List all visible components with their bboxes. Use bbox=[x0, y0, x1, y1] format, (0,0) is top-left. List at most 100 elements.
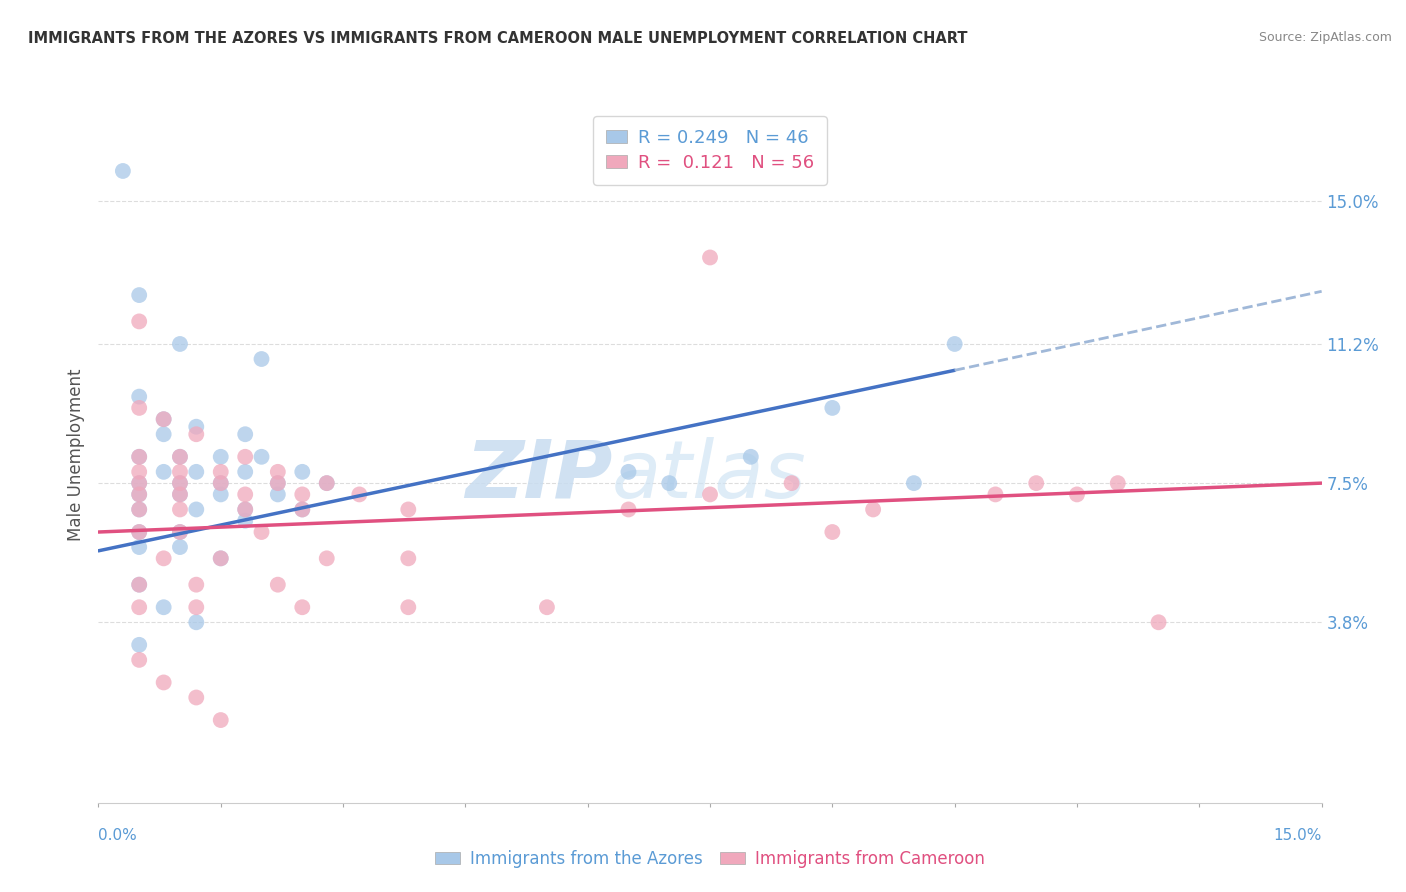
Point bbox=[291, 465, 314, 479]
Point bbox=[1107, 476, 1129, 491]
Point bbox=[152, 675, 174, 690]
Point bbox=[128, 502, 150, 516]
Point bbox=[152, 465, 174, 479]
Y-axis label: Male Unemployment: Male Unemployment bbox=[66, 368, 84, 541]
Point bbox=[267, 487, 290, 501]
Point bbox=[1066, 487, 1088, 501]
Text: ZIP: ZIP bbox=[465, 437, 612, 515]
Point bbox=[169, 540, 191, 554]
Point bbox=[740, 450, 762, 464]
Point bbox=[699, 487, 721, 501]
Point bbox=[169, 487, 191, 501]
Point bbox=[128, 653, 150, 667]
Point bbox=[396, 551, 419, 566]
Point bbox=[128, 638, 150, 652]
Point bbox=[209, 551, 232, 566]
Point bbox=[267, 577, 290, 591]
Point bbox=[209, 476, 232, 491]
Point bbox=[617, 465, 640, 479]
Legend: Immigrants from the Azores, Immigrants from Cameroon: Immigrants from the Azores, Immigrants f… bbox=[429, 843, 991, 874]
Point bbox=[396, 600, 419, 615]
Point bbox=[128, 314, 150, 328]
Point bbox=[862, 502, 884, 516]
Point bbox=[128, 577, 150, 591]
Point bbox=[658, 476, 681, 491]
Point bbox=[821, 401, 844, 415]
Point bbox=[128, 487, 150, 501]
Point bbox=[291, 487, 314, 501]
Point bbox=[349, 487, 371, 501]
Point bbox=[233, 502, 256, 516]
Point bbox=[169, 487, 191, 501]
Point bbox=[209, 450, 232, 464]
Point bbox=[152, 551, 174, 566]
Point bbox=[186, 427, 208, 442]
Point bbox=[536, 600, 558, 615]
Point bbox=[267, 476, 290, 491]
Point bbox=[984, 487, 1007, 501]
Point bbox=[169, 450, 191, 464]
Point bbox=[152, 427, 174, 442]
Point bbox=[169, 450, 191, 464]
Point bbox=[128, 390, 150, 404]
Point bbox=[780, 476, 803, 491]
Point bbox=[128, 540, 150, 554]
Point bbox=[169, 476, 191, 491]
Text: 0.0%: 0.0% bbox=[98, 828, 138, 843]
Text: IMMIGRANTS FROM THE AZORES VS IMMIGRANTS FROM CAMEROON MALE UNEMPLOYMENT CORRELA: IMMIGRANTS FROM THE AZORES VS IMMIGRANTS… bbox=[28, 31, 967, 46]
Point bbox=[233, 502, 256, 516]
Point bbox=[209, 487, 232, 501]
Point bbox=[111, 164, 134, 178]
Point bbox=[315, 551, 337, 566]
Point bbox=[209, 476, 232, 491]
Point bbox=[903, 476, 925, 491]
Point bbox=[233, 487, 256, 501]
Point bbox=[128, 476, 150, 491]
Point bbox=[250, 351, 273, 366]
Point bbox=[128, 450, 150, 464]
Point bbox=[617, 502, 640, 516]
Point bbox=[128, 502, 150, 516]
Point bbox=[233, 465, 256, 479]
Point bbox=[128, 487, 150, 501]
Point bbox=[209, 465, 232, 479]
Point bbox=[209, 551, 232, 566]
Point bbox=[169, 524, 191, 539]
Point bbox=[943, 337, 966, 351]
Point bbox=[267, 465, 290, 479]
Point bbox=[233, 427, 256, 442]
Point bbox=[1025, 476, 1047, 491]
Point bbox=[128, 524, 150, 539]
Point bbox=[169, 465, 191, 479]
Point bbox=[291, 600, 314, 615]
Point bbox=[233, 450, 256, 464]
Point bbox=[186, 419, 208, 434]
Point bbox=[315, 476, 337, 491]
Point bbox=[128, 524, 150, 539]
Point bbox=[128, 288, 150, 302]
Point bbox=[250, 450, 273, 464]
Point bbox=[250, 524, 273, 539]
Text: Source: ZipAtlas.com: Source: ZipAtlas.com bbox=[1258, 31, 1392, 45]
Point bbox=[267, 476, 290, 491]
Point bbox=[186, 502, 208, 516]
Point bbox=[128, 600, 150, 615]
Point bbox=[128, 476, 150, 491]
Point bbox=[186, 690, 208, 705]
Point bbox=[315, 476, 337, 491]
Point bbox=[186, 615, 208, 630]
Point bbox=[169, 502, 191, 516]
Point bbox=[152, 412, 174, 426]
Point bbox=[128, 577, 150, 591]
Point bbox=[396, 502, 419, 516]
Point bbox=[821, 524, 844, 539]
Text: 15.0%: 15.0% bbox=[1274, 828, 1322, 843]
Point bbox=[291, 502, 314, 516]
Point bbox=[186, 600, 208, 615]
Point bbox=[233, 514, 256, 528]
Point bbox=[152, 600, 174, 615]
Text: atlas: atlas bbox=[612, 437, 807, 515]
Point bbox=[128, 401, 150, 415]
Point bbox=[291, 502, 314, 516]
Point bbox=[209, 713, 232, 727]
